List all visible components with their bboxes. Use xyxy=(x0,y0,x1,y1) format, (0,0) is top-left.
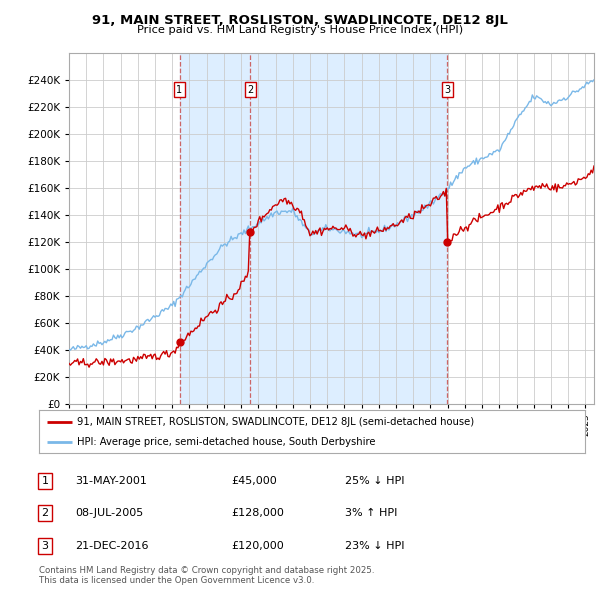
Text: Contains HM Land Registry data © Crown copyright and database right 2025.
This d: Contains HM Land Registry data © Crown c… xyxy=(39,566,374,585)
Text: 23% ↓ HPI: 23% ↓ HPI xyxy=(345,541,404,550)
Text: 31-MAY-2001: 31-MAY-2001 xyxy=(75,476,147,486)
Text: 25% ↓ HPI: 25% ↓ HPI xyxy=(345,476,404,486)
Text: 1: 1 xyxy=(41,476,49,486)
Bar xyxy=(250,53,447,404)
Text: 3: 3 xyxy=(444,84,450,94)
Text: £45,000: £45,000 xyxy=(231,476,277,486)
Text: 91, MAIN STREET, ROSLISTON, SWADLINCOTE, DE12 8JL (semi-detached house): 91, MAIN STREET, ROSLISTON, SWADLINCOTE,… xyxy=(77,417,475,427)
Text: 2: 2 xyxy=(41,509,49,518)
Text: £120,000: £120,000 xyxy=(231,541,284,550)
Text: 3% ↑ HPI: 3% ↑ HPI xyxy=(345,509,397,518)
Bar xyxy=(179,53,250,404)
Text: 91, MAIN STREET, ROSLISTON, SWADLINCOTE, DE12 8JL: 91, MAIN STREET, ROSLISTON, SWADLINCOTE,… xyxy=(92,14,508,27)
Text: £128,000: £128,000 xyxy=(231,509,284,518)
Text: 2: 2 xyxy=(247,84,253,94)
Text: HPI: Average price, semi-detached house, South Derbyshire: HPI: Average price, semi-detached house,… xyxy=(77,437,376,447)
Text: 3: 3 xyxy=(41,541,49,550)
Text: 21-DEC-2016: 21-DEC-2016 xyxy=(75,541,149,550)
Text: 1: 1 xyxy=(176,84,182,94)
Text: Price paid vs. HM Land Registry's House Price Index (HPI): Price paid vs. HM Land Registry's House … xyxy=(137,25,463,35)
Text: 08-JUL-2005: 08-JUL-2005 xyxy=(75,509,143,518)
